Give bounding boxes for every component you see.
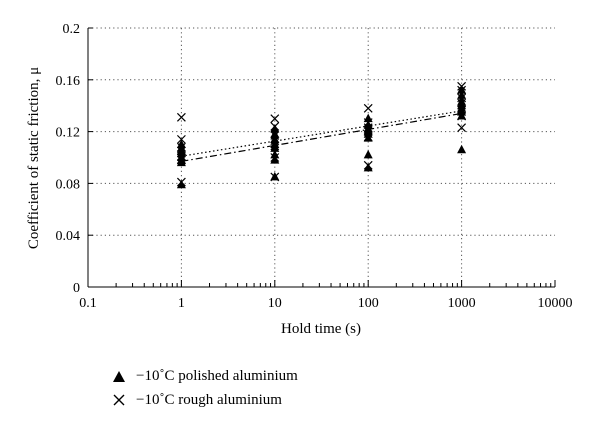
x-point (457, 111, 467, 121)
x-point (176, 177, 186, 187)
legend-label-polished: −10˚C polished aluminium (136, 368, 298, 384)
x-point (270, 172, 280, 182)
trend-lines (181, 110, 462, 162)
x-tick-label: 0.1 (79, 296, 97, 311)
legend-item-rough: −10˚C rough aluminium (112, 388, 298, 412)
triangle-point (363, 162, 373, 172)
triangle-point (270, 139, 280, 149)
triangle-point (363, 113, 373, 123)
x-axis-title: Hold time (s) (281, 321, 361, 337)
x-point (176, 155, 186, 165)
y-tick-label: 0.04 (56, 229, 81, 244)
axes (87, 27, 556, 288)
grid-lines (88, 27, 555, 287)
y-tick-label: 0.2 (63, 22, 81, 37)
trend-line (181, 110, 462, 157)
triangle-point (363, 120, 373, 129)
x-point (176, 146, 186, 156)
triangle-point (457, 144, 467, 154)
x-point (176, 142, 186, 152)
x-point (270, 114, 280, 124)
x-tick-label: 10000 (538, 296, 573, 311)
y-tick-label: 0 (73, 281, 80, 296)
tick-labels: 0 0.04 0.08 0.12 0.16 0.2 0.1 1 10 100 1000 10000 (56, 22, 573, 311)
triangle-point (363, 149, 373, 159)
data-points (176, 81, 467, 189)
y-tick-label: 0.08 (56, 177, 81, 192)
trend-line (181, 112, 462, 162)
y-tick-label: 0.16 (56, 74, 81, 89)
y-axis-title: Coefficient of static friction, μ (26, 67, 42, 249)
x-point (457, 123, 467, 133)
triangle-marker-icon (112, 370, 126, 382)
x-point (270, 131, 280, 140)
triangle-point (270, 155, 280, 164)
triangle-point (176, 139, 186, 149)
x-point (270, 121, 280, 131)
x-point (457, 105, 467, 115)
triangle-point (457, 90, 467, 99)
y-tick-label: 0.12 (56, 126, 81, 141)
x-point (176, 134, 186, 144)
triangle-point (270, 129, 280, 138)
x-marker-icon (112, 394, 126, 406)
triangle-point (270, 124, 280, 133)
x-point (363, 103, 373, 113)
triangle-point (270, 134, 280, 143)
x-tick-label: 10 (268, 296, 282, 311)
x-point (457, 85, 467, 95)
x-point (363, 118, 373, 127)
x-tick-label: 1 (178, 296, 185, 311)
triangle-point (176, 179, 186, 189)
x-point (457, 93, 467, 103)
triangle-point (270, 149, 280, 159)
legend-item-polished: −10˚C polished aluminium (112, 364, 298, 388)
x-point (457, 81, 467, 91)
x-point (363, 160, 373, 170)
triangle-point (457, 96, 467, 106)
x-tick-label: 100 (358, 296, 379, 311)
x-point (176, 112, 186, 122)
x-point (270, 153, 280, 162)
x-point (363, 127, 373, 137)
x-tick-label: 1000 (448, 296, 476, 311)
legend-label-rough: −10˚C rough aluminium (136, 392, 282, 408)
legend: −10˚C polished aluminium −10˚C rough alu… (112, 364, 298, 412)
